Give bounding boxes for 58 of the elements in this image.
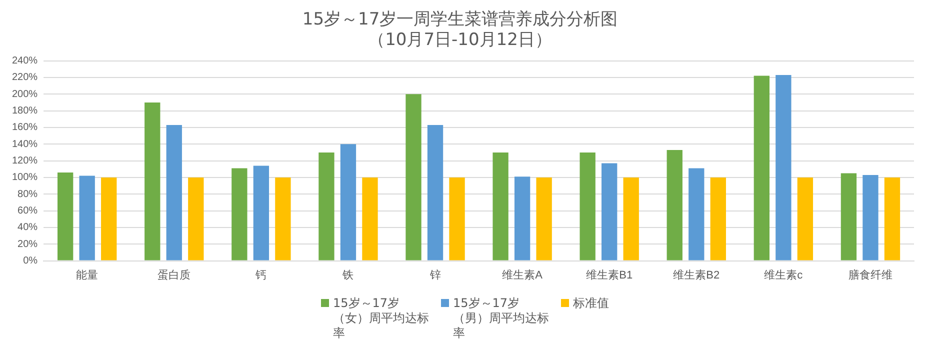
bar [862,174,878,260]
bar [362,177,378,260]
chart-title: 15岁～17岁一周学生菜谱营养成分分析图 [302,10,618,30]
x-tick-label: 铁 [342,269,354,282]
bar [666,150,682,260]
y-tick-label: 180% [12,106,38,117]
legend-label: 15岁～17岁（男）周平均达标率 [453,296,550,340]
x-tick-label: 能量 [76,268,98,282]
bar [166,124,182,260]
x-tick-label: 维生素B1 [586,268,633,282]
y-tick-label: 40% [18,222,38,234]
y-tick-label: 220% [12,72,38,84]
bar [580,152,596,260]
bar [340,144,356,260]
y-tick-label: 140% [12,138,38,150]
y-tick-label: 200% [12,88,38,100]
bar [232,168,248,260]
bar [754,76,770,260]
y-tick-label: 160% [12,122,38,134]
bar [449,177,465,260]
y-tick-label: 20% [18,238,38,250]
bar [58,172,74,260]
bar [406,94,422,260]
x-tick-label: 维生素c [764,268,804,282]
x-tick-label: 维生素A [502,268,544,282]
x-tick-label: 蛋白质 [158,268,191,282]
legend-label: 标准值 [573,296,609,311]
y-tick-label: 240% [12,56,38,67]
bar [318,152,334,260]
x-tick-label: 维生素B2 [673,268,720,282]
chart-subtitle: （10月7日-10月12日） [368,30,552,50]
bar [797,177,814,260]
bar [840,173,857,260]
bar [602,163,618,260]
bar [492,152,508,260]
x-tick-label: 锌 [428,268,441,282]
legend-label: 15岁～17岁（女）周平均达标率 [333,296,430,340]
bar [79,176,95,260]
bar [884,177,900,260]
bar [623,177,639,260]
y-tick-label: 100% [12,172,38,184]
x-tick-label: 膳食纤维 [848,268,892,282]
y-tick-label: 80% [18,188,38,200]
bar [688,168,704,260]
bar [776,74,792,260]
bar [101,177,117,260]
bar [188,177,204,260]
bar [275,177,291,260]
y-tick-label: 60% [18,206,38,217]
bar [536,177,552,260]
bar [253,166,270,260]
bar [710,177,726,260]
y-tick-label: 0% [23,256,38,267]
x-tick-label: 钙 [254,269,267,282]
y-tick-label: 120% [12,156,38,167]
bar [514,176,530,260]
bar [427,124,444,260]
bar [144,102,160,260]
